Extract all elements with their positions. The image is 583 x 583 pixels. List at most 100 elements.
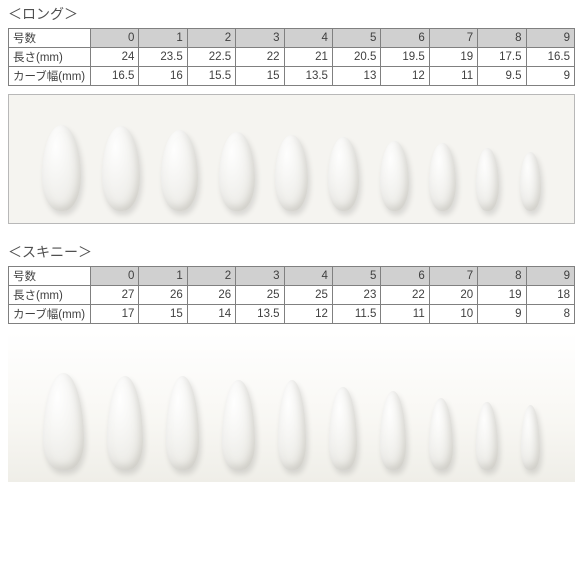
length-cell: 20.5	[332, 48, 380, 67]
curve-cell: 15	[236, 67, 284, 86]
size-cell: 0	[91, 29, 139, 48]
curve-cell: 13.5	[284, 67, 332, 86]
length-cell: 22.5	[187, 48, 235, 67]
row-header-curve: カーブ幅(mm)	[9, 305, 91, 324]
size-cell: 4	[284, 267, 332, 286]
nail-tip	[429, 398, 453, 470]
table-row: 長さ(mm) 24 23.5 22.5 22 21 20.5 19.5 19 1…	[9, 48, 575, 67]
nail-tip	[380, 391, 406, 470]
length-cell: 26	[139, 286, 187, 305]
curve-cell: 8	[526, 305, 574, 324]
length-cell: 27	[91, 286, 139, 305]
curve-cell: 13.5	[236, 305, 284, 324]
row-header-size: 号数	[9, 29, 91, 48]
length-cell: 16.5	[526, 48, 574, 67]
nail-image-long	[8, 94, 575, 224]
curve-cell: 12	[381, 67, 429, 86]
length-cell: 19	[429, 48, 477, 67]
length-cell: 26	[187, 286, 235, 305]
curve-cell: 15	[139, 305, 187, 324]
nail-tip	[380, 141, 409, 211]
size-cell: 9	[526, 29, 574, 48]
size-cell: 8	[478, 29, 526, 48]
nail-tip	[43, 373, 84, 470]
nail-tip	[328, 137, 359, 211]
curve-cell: 11	[429, 67, 477, 86]
size-cell: 7	[429, 29, 477, 48]
length-cell: 17.5	[478, 48, 526, 67]
nail-image-skinny	[8, 332, 575, 482]
size-cell: 5	[332, 29, 380, 48]
length-cell: 25	[284, 286, 332, 305]
size-cell: 5	[332, 267, 380, 286]
size-cell: 1	[139, 267, 187, 286]
nail-tip	[107, 376, 143, 470]
size-cell: 8	[478, 267, 526, 286]
curve-cell: 17	[91, 305, 139, 324]
curve-cell: 12	[284, 305, 332, 324]
row-header-size: 号数	[9, 267, 91, 286]
length-cell: 22	[236, 48, 284, 67]
length-cell: 25	[236, 286, 284, 305]
nail-tip	[219, 132, 255, 211]
curve-cell: 15.5	[187, 67, 235, 86]
curve-cell: 11.5	[332, 305, 380, 324]
length-cell: 23	[332, 286, 380, 305]
section-title-long: ＜ロング＞	[8, 4, 575, 24]
section-title-skinny: ＜スキニー＞	[8, 242, 575, 262]
table-row: 長さ(mm) 27 26 26 25 25 23 22 20 19 18	[9, 286, 575, 305]
size-cell: 7	[429, 267, 477, 286]
size-table-long: 号数 0 1 2 3 4 5 6 7 8 9 長さ(mm) 24 23.5 22…	[8, 28, 575, 86]
nail-tip	[275, 135, 307, 211]
size-cell: 3	[236, 29, 284, 48]
curve-cell: 9	[478, 305, 526, 324]
size-cell: 1	[139, 29, 187, 48]
row-header-length: 長さ(mm)	[9, 48, 91, 67]
curve-cell: 16	[139, 67, 187, 86]
size-cell: 3	[236, 267, 284, 286]
size-cell: 0	[91, 267, 139, 286]
nail-tip	[476, 402, 498, 470]
size-cell: 9	[526, 267, 574, 286]
length-cell: 21	[284, 48, 332, 67]
table-row: カーブ幅(mm) 17 15 14 13.5 12 11.5 11 10 9 8	[9, 305, 575, 324]
curve-cell: 16.5	[91, 67, 139, 86]
nail-tip	[329, 387, 357, 470]
length-cell: 22	[381, 286, 429, 305]
size-cell: 2	[187, 267, 235, 286]
size-cell: 6	[381, 29, 429, 48]
nail-tip	[429, 143, 455, 211]
nail-tip	[521, 405, 540, 470]
nail-tip	[476, 148, 499, 211]
row-header-curve: カーブ幅(mm)	[9, 67, 91, 86]
curve-cell: 9	[526, 67, 574, 86]
nail-tip	[166, 376, 200, 470]
row-header-length: 長さ(mm)	[9, 286, 91, 305]
size-cell: 6	[381, 267, 429, 286]
size-cell: 4	[284, 29, 332, 48]
size-table-skinny: 号数 0 1 2 3 4 5 6 7 8 9 長さ(mm) 27 26 26 2…	[8, 266, 575, 324]
size-cell: 2	[187, 29, 235, 48]
curve-cell: 9.5	[478, 67, 526, 86]
curve-cell: 10	[429, 305, 477, 324]
nail-tip	[161, 130, 198, 211]
section-skinny: ＜スキニー＞ 号数 0 1 2 3 4 5 6 7 8 9 長さ(mm) 27 …	[8, 242, 575, 482]
section-long: ＜ロング＞ 号数 0 1 2 3 4 5 6 7 8 9 長さ(mm) 24 2…	[8, 4, 575, 224]
nail-tip	[102, 126, 140, 211]
nail-tip	[520, 152, 542, 211]
curve-cell: 13	[332, 67, 380, 86]
table-row: カーブ幅(mm) 16.5 16 15.5 15 13.5 13 12 11 9…	[9, 67, 575, 86]
curve-cell: 14	[187, 305, 235, 324]
length-cell: 19	[478, 286, 526, 305]
length-cell: 19.5	[381, 48, 429, 67]
nail-tip	[222, 380, 254, 470]
length-cell: 20	[429, 286, 477, 305]
table-row: 号数 0 1 2 3 4 5 6 7 8 9	[9, 29, 575, 48]
table-row: 号数 0 1 2 3 4 5 6 7 8 9	[9, 267, 575, 286]
curve-cell: 11	[381, 305, 429, 324]
length-cell: 24	[91, 48, 139, 67]
nail-tip	[42, 125, 82, 211]
length-cell: 23.5	[139, 48, 187, 67]
length-cell: 18	[526, 286, 574, 305]
nail-tip	[278, 380, 307, 470]
